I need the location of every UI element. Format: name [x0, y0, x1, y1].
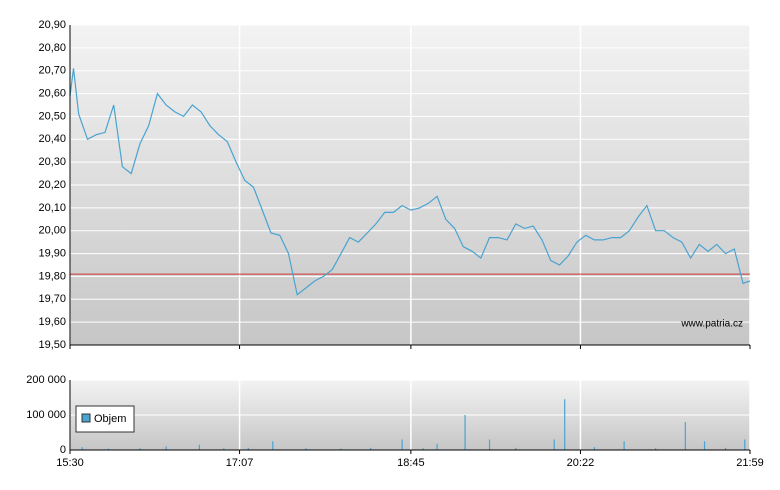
volume-bar: [436, 443, 438, 450]
watermark: www.patria.cz: [680, 319, 743, 330]
y-tick-label: 19,80: [38, 270, 66, 282]
volume-bar: [272, 441, 274, 450]
legend-label: Objem: [94, 413, 126, 425]
volume-bar: [744, 439, 746, 450]
volume-bar: [422, 448, 424, 450]
y-tick-label: 200 000: [26, 374, 66, 386]
legend-swatch: [81, 413, 91, 423]
volume-bar: [515, 447, 517, 450]
volume-bar: [564, 399, 566, 450]
volume-bar: [81, 447, 83, 450]
x-tick-label: 15:30: [56, 457, 84, 469]
volume-bar: [593, 447, 596, 450]
y-tick-label: 20,50: [38, 110, 66, 122]
x-tick-label: 20:22: [567, 457, 595, 469]
volume-bar: [139, 448, 141, 450]
volume-bar: [684, 422, 686, 450]
x-tick-label: 18:45: [397, 457, 425, 469]
volume-bar: [464, 415, 466, 450]
y-tick-label: 20,00: [38, 225, 66, 237]
x-tick-label: 17:07: [226, 457, 254, 469]
y-tick-label: 20,40: [38, 133, 66, 145]
volume-bar: [655, 448, 657, 450]
y-tick-label: 19,70: [38, 293, 66, 305]
volume-bar: [623, 441, 625, 450]
volume-bar: [724, 447, 727, 450]
y-tick-label: 19,50: [38, 339, 66, 351]
volume-bar: [703, 441, 706, 450]
y-tick-label: 20,30: [38, 156, 66, 168]
volume-bar: [165, 446, 167, 450]
price-line: [69, 68, 751, 296]
y-tick-label: 20,90: [38, 19, 66, 31]
marks: 19,50 19,60 19,70 19,80 19,90 20,00 20,10 20,20…: [26, 19, 764, 469]
volume-bar: [488, 439, 491, 450]
volume-bar: [370, 447, 372, 450]
x-tick-label: 21:59: [736, 457, 764, 469]
y-tick-label: 19,90: [38, 247, 66, 259]
y-tick-label: 20,80: [38, 42, 66, 54]
y-tick-label: 20,60: [38, 87, 66, 99]
y-tick-label: 20,70: [38, 65, 66, 77]
volume-bar: [553, 439, 555, 450]
volume-bar: [107, 448, 110, 450]
volume-bar: [305, 448, 307, 450]
y-tick-label: 20,20: [38, 179, 66, 191]
volume-bar: [340, 448, 342, 450]
y-tick-label: 19,60: [38, 316, 66, 328]
volume-bar: [401, 439, 403, 450]
volume-bar: [198, 444, 200, 450]
y-tick-label: 0: [60, 444, 66, 456]
volume-bar: [223, 448, 225, 450]
y-tick-label: 100 000: [26, 409, 66, 421]
volume-bar: [247, 447, 249, 450]
y-tick-label: 20,10: [38, 202, 66, 214]
